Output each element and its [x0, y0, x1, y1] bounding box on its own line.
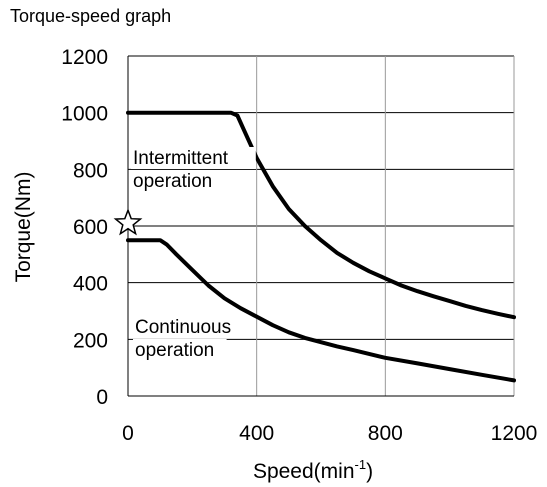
- x-tick-label: 0: [122, 422, 134, 445]
- x-tick-label: 1200: [491, 422, 538, 445]
- series-label-text: Continuous: [135, 317, 231, 338]
- series-label-bg: [131, 147, 256, 169]
- x-axis-label-close: ): [366, 460, 373, 483]
- x-axis-label: Speed(min-1): [253, 457, 373, 483]
- y-tick-label: 200: [73, 329, 108, 352]
- y-tick-label: 1200: [61, 46, 108, 69]
- tick-labels: 0 200 400 600 800 1000 1200 0 400 800 1200: [61, 46, 537, 445]
- series-label-bg: [131, 170, 225, 192]
- series-label-bg: [133, 316, 237, 338]
- series-label-bg: [133, 339, 227, 361]
- series-label-text: Intermittent: [133, 148, 229, 169]
- x-tick-label: 400: [239, 422, 274, 445]
- series-line-continuous: [126, 238, 516, 383]
- series-lines: [126, 110, 516, 383]
- x-tick-label: 800: [368, 422, 403, 445]
- y-tick-label: 0: [96, 386, 108, 409]
- y-tick-label: 1000: [61, 103, 108, 126]
- y-tick-label: 400: [73, 273, 108, 296]
- y-axis-label: Torque(Nm): [12, 172, 35, 283]
- x-axis-label-main: Speed(min: [253, 460, 355, 483]
- y-tick-label: 800: [73, 159, 108, 182]
- chart-title: Torque-speed graph: [10, 6, 171, 26]
- markers: [113, 208, 143, 236]
- series-label-text: operation: [135, 340, 214, 361]
- series-label-text: operation: [133, 171, 212, 192]
- y-tick-label: 600: [73, 216, 108, 239]
- series-line-intermittent: [126, 110, 516, 320]
- x-axis-label-sup: -1: [355, 457, 367, 472]
- star-marker: [113, 208, 143, 236]
